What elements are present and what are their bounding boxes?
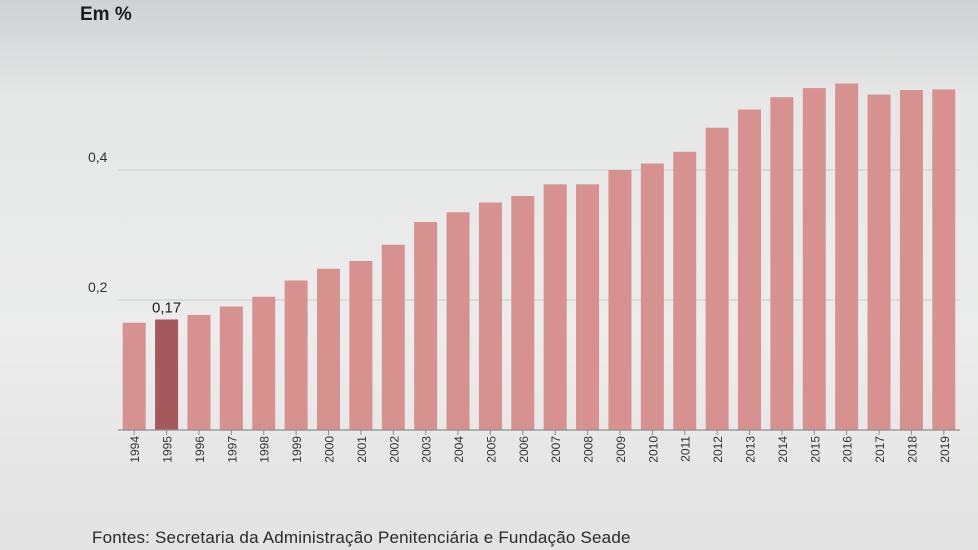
x-tick-label: 2019 xyxy=(938,436,952,463)
x-tick-label: 2013 xyxy=(744,436,758,463)
x-tick-label: 2000 xyxy=(323,436,337,463)
x-tick-label: 2007 xyxy=(549,436,563,463)
bar-2010 xyxy=(640,163,664,430)
x-tick-label: 2003 xyxy=(420,436,434,463)
x-tick-label: 2012 xyxy=(711,436,725,463)
bar-1994 xyxy=(122,322,146,430)
bar-2014 xyxy=(770,97,794,430)
bar-1997 xyxy=(219,306,243,430)
x-tick-label: 2015 xyxy=(808,436,822,463)
bar-2000 xyxy=(317,268,340,430)
x-tick-label: 1995 xyxy=(161,436,175,463)
bar-1999 xyxy=(284,280,308,430)
x-tick-label: 2011 xyxy=(679,436,693,462)
bar-1995 xyxy=(155,319,179,430)
bar-2017 xyxy=(867,94,891,430)
y-tick-label: 0,2 xyxy=(88,279,108,295)
x-tick-label: 2018 xyxy=(905,436,919,463)
x-tick-label: 2014 xyxy=(776,436,790,463)
bar-2002 xyxy=(381,244,405,430)
bar-2019 xyxy=(932,89,956,431)
bar-2018 xyxy=(899,90,923,431)
x-tick-label: 1997 xyxy=(225,436,239,463)
bar-1996 xyxy=(187,314,211,430)
bar-2008 xyxy=(576,184,600,430)
x-tick-label: 2016 xyxy=(841,436,855,463)
x-tick-label: 2002 xyxy=(387,436,401,463)
bar-2006 xyxy=(511,196,535,430)
x-tick-label: 1998 xyxy=(258,436,272,463)
bar-2003 xyxy=(414,222,438,430)
bar-2004 xyxy=(446,212,470,430)
bar-2009 xyxy=(608,170,632,430)
bar-2011 xyxy=(673,151,697,431)
bar-2005 xyxy=(478,202,502,430)
x-tick-label: 1994 xyxy=(128,436,142,463)
bar-2012 xyxy=(705,127,729,430)
bar-1998 xyxy=(252,296,276,430)
x-tick-label: 2005 xyxy=(484,436,498,463)
x-tick-label: 2001 xyxy=(355,436,369,463)
bar-2013 xyxy=(738,109,761,431)
x-tick-label: 1999 xyxy=(290,436,304,463)
x-tick-label: 2006 xyxy=(517,436,531,463)
x-tick-label: 2010 xyxy=(646,436,660,463)
source-note: Fontes: Secretaria da Administração Peni… xyxy=(92,528,631,547)
bar-2001 xyxy=(349,261,373,430)
bar-2016 xyxy=(835,83,859,431)
bar-chart: 0,2 0,4 1994 1995 1996 1997 1998 1999 2000 2001 20… xyxy=(88,83,960,463)
y-tick-label: 0,4 xyxy=(88,149,108,165)
x-tick-label: 2009 xyxy=(614,436,628,463)
x-tick-label: 2008 xyxy=(582,436,596,463)
bar-2015 xyxy=(802,88,826,430)
bar-2007 xyxy=(543,184,567,430)
x-tick-label: 2004 xyxy=(452,436,466,463)
data-label: 0,17 xyxy=(152,300,181,317)
unit-label: Em % xyxy=(80,4,132,25)
x-tick-label: 1996 xyxy=(193,436,207,463)
x-tick-label: 2017 xyxy=(873,436,887,463)
